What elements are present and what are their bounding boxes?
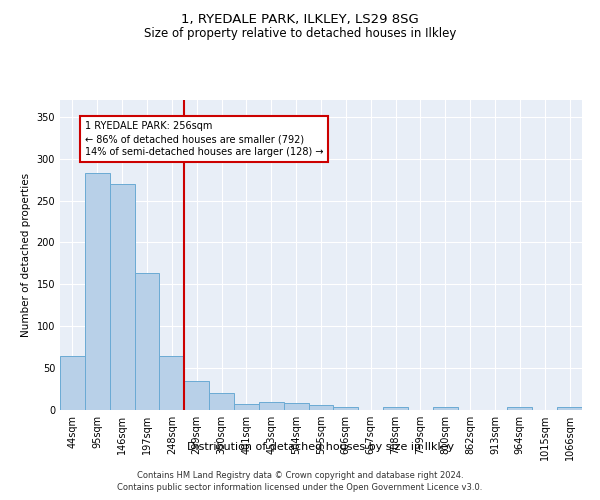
Bar [60, 356, 85, 410]
Bar [184, 380, 209, 410]
Text: 1 RYEDALE PARK: 256sqm
← 86% of detached houses are smaller (792)
14% of semi-de: 1 RYEDALE PARK: 256sqm ← 86% of detached… [85, 121, 323, 158]
Bar [85, 173, 110, 410]
Bar [284, 404, 308, 410]
Bar [259, 402, 284, 410]
Bar [308, 405, 334, 410]
Text: Contains public sector information licensed under the Open Government Licence v3: Contains public sector information licen… [118, 484, 482, 492]
Bar [110, 184, 134, 410]
Bar [334, 406, 358, 410]
Bar [433, 408, 458, 410]
Bar [134, 274, 160, 410]
Text: Size of property relative to detached houses in Ilkley: Size of property relative to detached ho… [144, 28, 456, 40]
Text: Distribution of detached houses by size in Ilkley: Distribution of detached houses by size … [187, 442, 455, 452]
Bar [508, 408, 532, 410]
Bar [209, 393, 234, 410]
Bar [557, 408, 582, 410]
Bar [160, 356, 184, 410]
Text: Contains HM Land Registry data © Crown copyright and database right 2024.: Contains HM Land Registry data © Crown c… [137, 471, 463, 480]
Y-axis label: Number of detached properties: Number of detached properties [21, 173, 31, 337]
Bar [234, 404, 259, 410]
Text: 1, RYEDALE PARK, ILKLEY, LS29 8SG: 1, RYEDALE PARK, ILKLEY, LS29 8SG [181, 12, 419, 26]
Bar [383, 408, 408, 410]
